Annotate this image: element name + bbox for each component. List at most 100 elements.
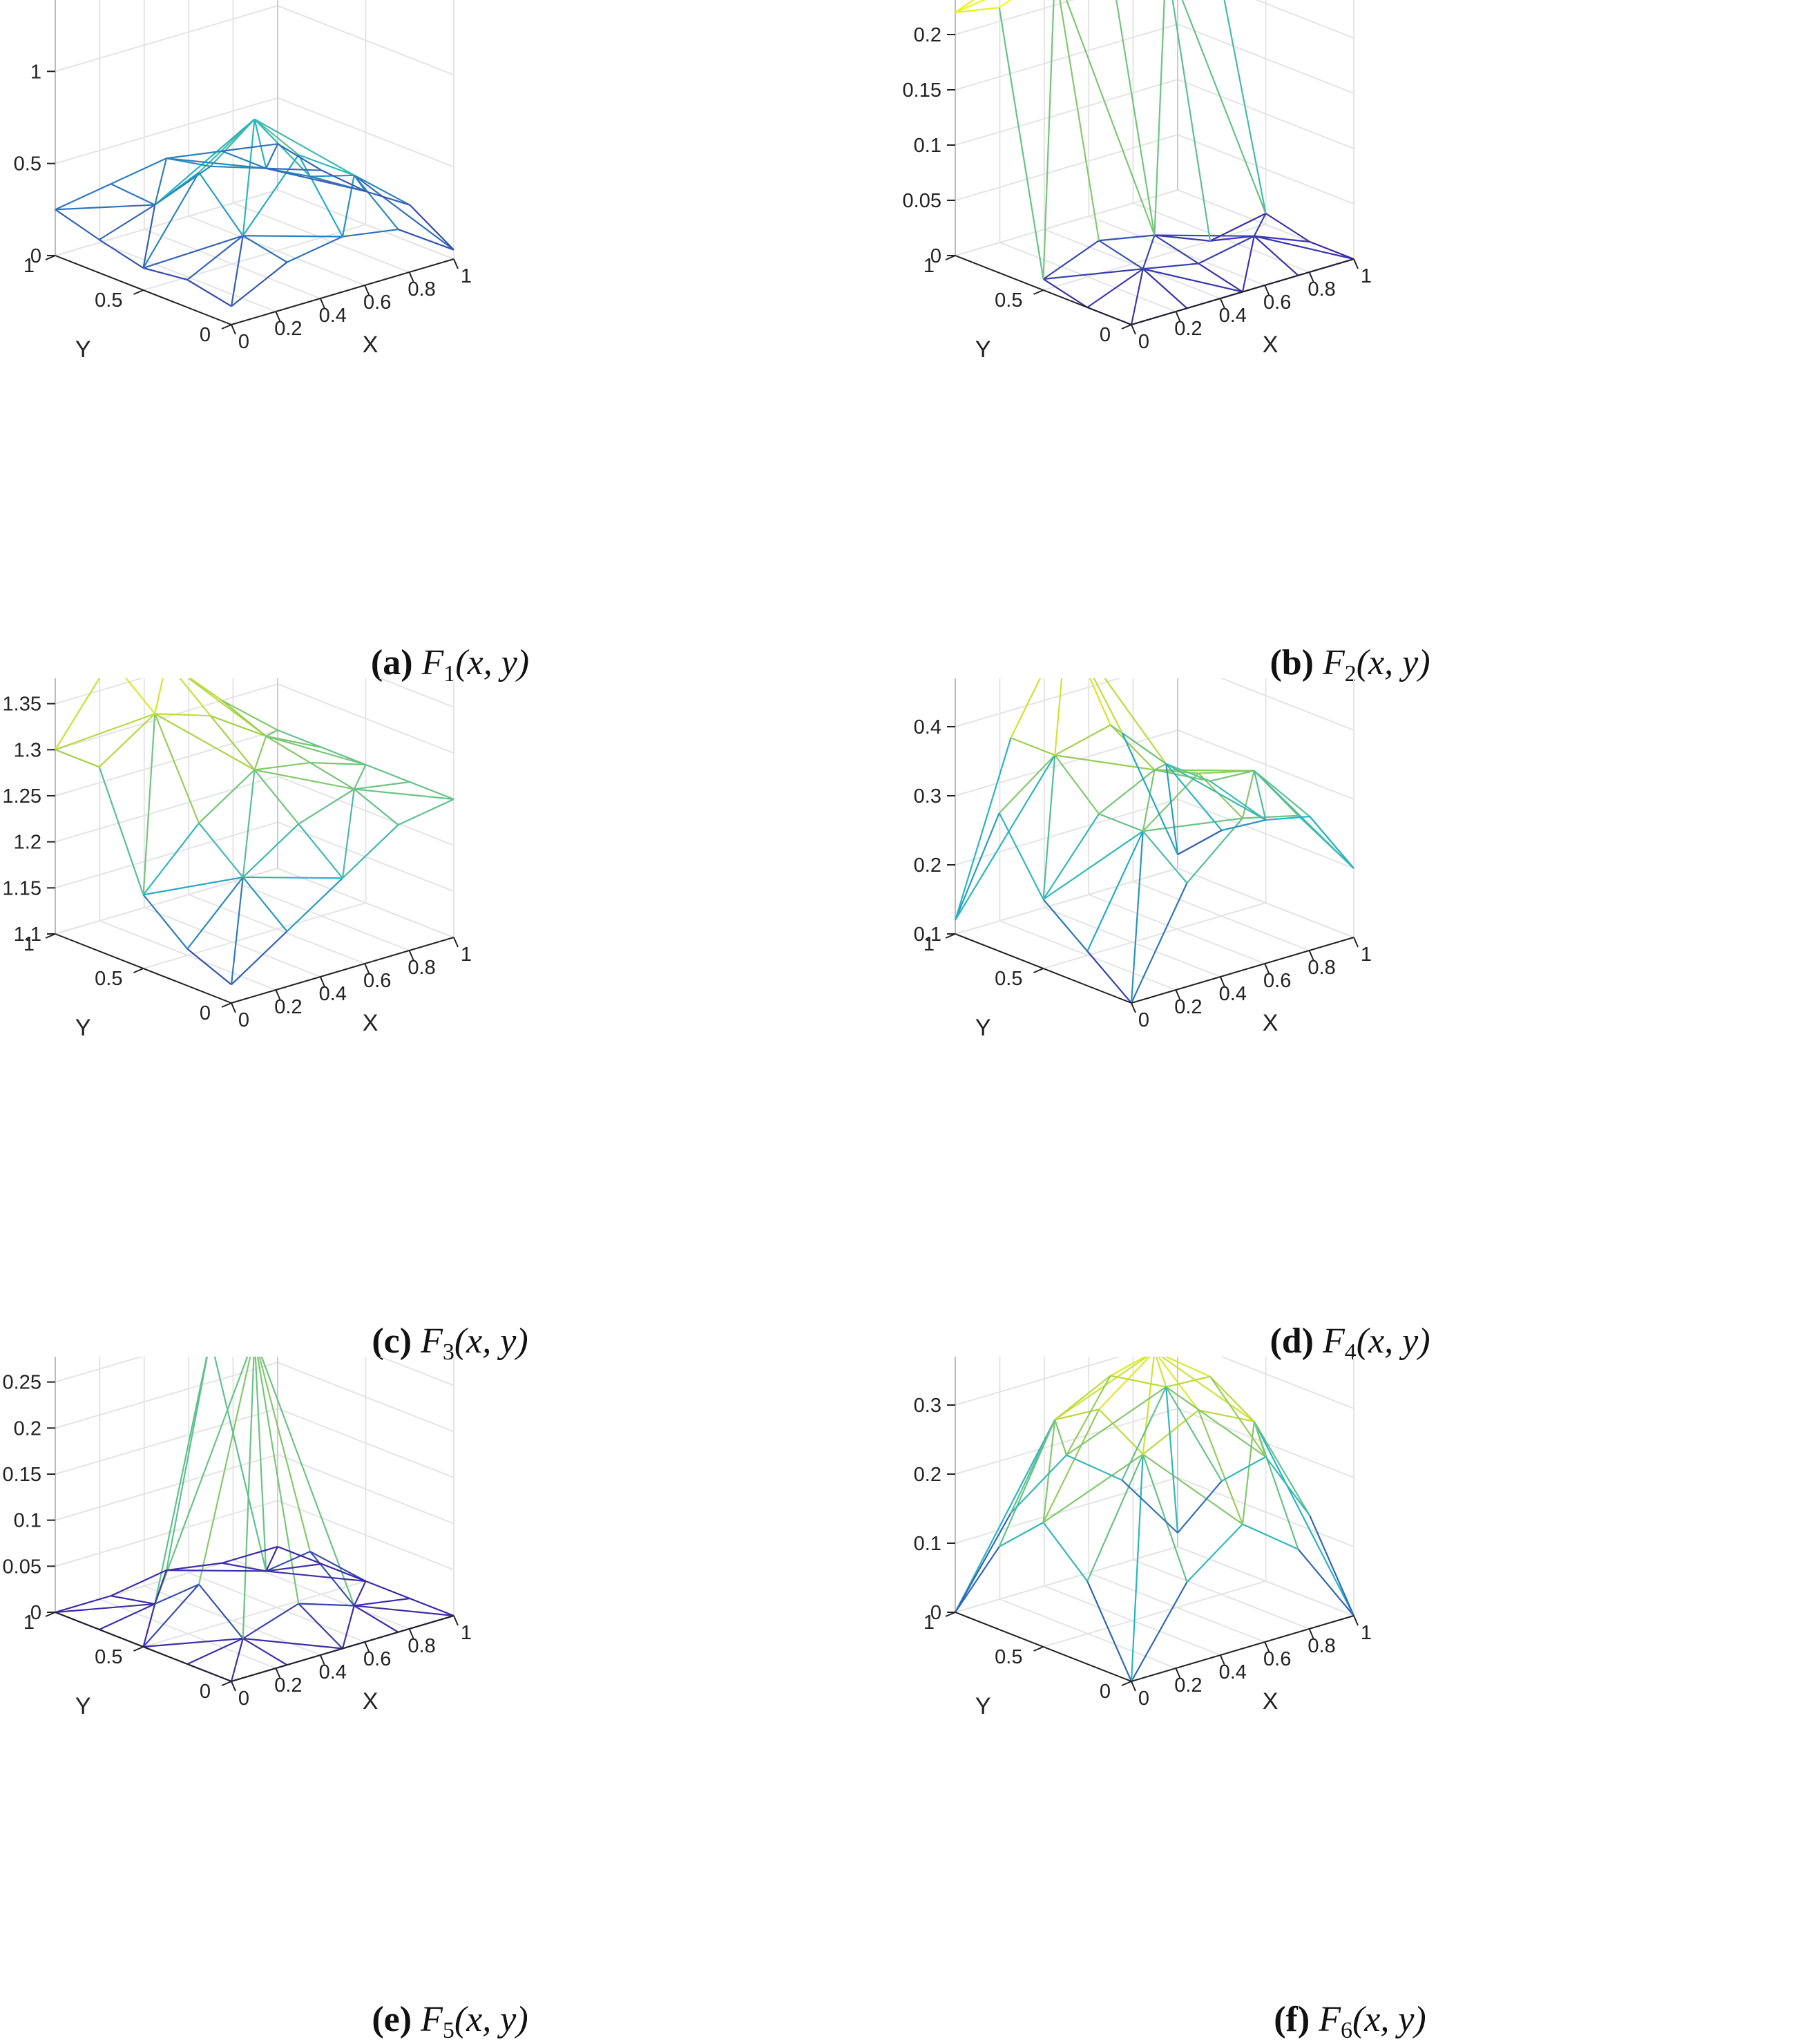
mesh-edge	[1209, 780, 1267, 821]
x-tick-label: 0	[1138, 1009, 1149, 1031]
mesh-edge	[365, 763, 410, 783]
mesh-edge	[179, 678, 211, 716]
axis-x-line	[1131, 1615, 1354, 1682]
mesh-edge	[242, 235, 288, 263]
x-tick-label: 0.4	[1219, 305, 1247, 327]
mesh-edge	[1121, 1479, 1178, 1534]
x-tick-mark	[1264, 963, 1270, 974]
grid-line	[955, 1408, 1178, 1475]
mesh-edge	[55, 1595, 111, 1614]
grid-line	[955, 79, 1178, 146]
mesh-edge	[1042, 0, 1055, 280]
mesh-edge	[231, 261, 288, 307]
mesh-edge	[143, 876, 243, 896]
x-axis-label: X	[363, 332, 379, 358]
mesh-edge	[1042, 1408, 1100, 1523]
mesh-edge	[254, 769, 354, 790]
mesh-edge	[1142, 268, 1243, 293]
mesh-edge	[341, 789, 355, 879]
mesh-edge	[198, 769, 256, 824]
x-tick-label: 0.8	[1308, 1635, 1335, 1657]
y-tick-label: 1	[23, 255, 35, 277]
x-tick-label: 0.8	[1308, 957, 1335, 979]
mesh-edge	[154, 165, 211, 206]
mesh-edge	[111, 157, 167, 185]
mesh-edge	[1157, 1357, 1200, 1411]
y-tick-mark	[133, 968, 144, 973]
mesh-edge	[186, 1637, 244, 1665]
mesh-edge	[1130, 1454, 1144, 1682]
z-tick-label: 0.3	[914, 785, 941, 808]
mesh-edge	[1309, 816, 1354, 869]
x-tick-mark	[1131, 324, 1136, 335]
x-tick-label: 0.4	[319, 983, 347, 1005]
surface-plot-e: 00.20.40.60.8100.5100.050.10.150.20.250.…	[3, 1357, 472, 1719]
y-tick-label: 0.5	[995, 1646, 1022, 1668]
x-tick-label: 1	[461, 265, 472, 287]
mesh-edge	[1142, 1453, 1188, 1583]
mesh-edge	[1209, 1376, 1267, 1458]
x-axis-label: X	[1263, 1688, 1279, 1715]
mesh-edge	[222, 1562, 267, 1572]
caption-args: (x, y)	[1352, 2000, 1426, 2039]
mesh-edge	[1142, 1409, 1199, 1455]
mesh-edge	[198, 171, 244, 236]
mesh-edge	[1241, 236, 1255, 292]
x-tick-mark	[408, 271, 414, 283]
x-tick-label: 0	[238, 1009, 249, 1031]
x-tick-label: 0.2	[1174, 996, 1202, 1018]
x-tick-mark	[1353, 258, 1359, 269]
x-tick-mark	[453, 937, 459, 948]
mesh-edge	[1042, 240, 1100, 280]
caption-subscript: 3	[442, 1339, 454, 1365]
mesh-edge	[1042, 1522, 1089, 1582]
x-tick-label: 1	[1361, 944, 1372, 966]
mesh-edge	[1186, 1523, 1243, 1583]
mesh-edge	[258, 1357, 312, 1552]
y-tick-mark	[221, 324, 232, 329]
y-tick-mark	[221, 1681, 232, 1686]
mesh-edge	[1042, 1453, 1144, 1523]
x-tick-mark	[1131, 1002, 1136, 1013]
grid-line	[55, 821, 278, 889]
mesh-edge	[1254, 235, 1299, 276]
y-axis-label: Y	[75, 336, 91, 363]
axis-x-line	[1131, 937, 1354, 1004]
x-tick-mark	[231, 1681, 236, 1692]
caption-args: (x, y)	[1356, 1321, 1430, 1361]
mesh-edge	[1181, 0, 1267, 214]
mesh-edge	[125, 678, 156, 714]
mesh-edge	[1142, 770, 1156, 832]
mesh-edge	[242, 1637, 343, 1650]
mesh-edge	[1297, 1549, 1354, 1616]
mesh-edge	[1098, 1357, 1151, 1411]
mesh-edge	[1142, 268, 1188, 309]
caption-c: (c) F3(x, y)	[0, 1321, 900, 1366]
mesh-edge	[230, 236, 244, 307]
mesh-edge	[143, 267, 188, 281]
mesh-edge	[341, 1605, 355, 1649]
y-tick-label: 0.5	[995, 289, 1022, 312]
mesh-edge	[1142, 1357, 1155, 1455]
mesh-edge	[1042, 1420, 1056, 1523]
mesh-edge	[142, 822, 200, 896]
z-tick-label: 0.2	[914, 1464, 941, 1486]
mesh-edge	[353, 764, 367, 790]
x-tick-mark	[453, 258, 459, 269]
mesh-edge	[1142, 1453, 1243, 1525]
caption-letter: (e)	[372, 2000, 412, 2039]
mesh-edge	[321, 1563, 366, 1583]
grid-line	[379, 678, 454, 708]
mesh-edge	[1010, 1419, 1056, 1513]
mesh-edge	[253, 119, 267, 169]
y-tick-label: 0	[1100, 324, 1111, 346]
mesh-edge	[298, 1603, 343, 1650]
mesh-edge	[955, 754, 1056, 921]
mesh-edge	[222, 150, 267, 169]
caption-function: F	[1323, 1321, 1345, 1361]
mesh-edge	[1254, 235, 1354, 260]
mesh-edge	[365, 190, 410, 206]
z-tick-label: 0	[930, 1602, 941, 1624]
mesh-edge	[1059, 0, 1100, 241]
